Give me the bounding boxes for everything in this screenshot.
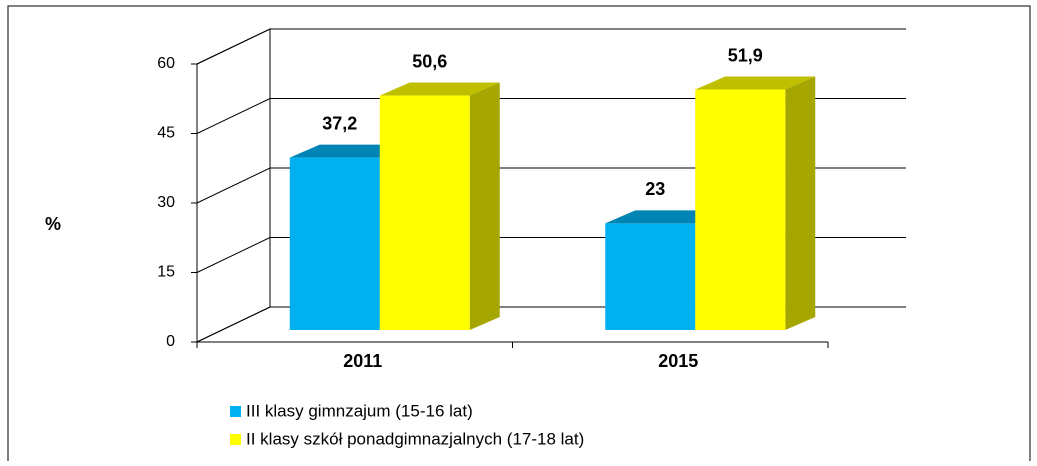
- legend-label: III klasy gimnzajum (15-16 lat): [246, 401, 473, 420]
- y-tick-label: 15: [157, 264, 175, 281]
- data-label: 50,6: [412, 51, 447, 71]
- grid-line: [196, 98, 906, 134]
- y-tick-label: 45: [157, 125, 175, 142]
- x-tick-label: 2015: [658, 351, 698, 371]
- bar-side: [785, 76, 816, 330]
- data-label: 51,9: [728, 45, 763, 65]
- grid-line: [196, 28, 906, 65]
- legend-label: II klasy szkół ponadgimnazjalnych (17-18…: [246, 429, 584, 448]
- bar-top: [379, 82, 500, 96]
- bar: [289, 157, 380, 330]
- bar-side: [469, 82, 500, 330]
- y-axis-label: %: [45, 214, 61, 234]
- data-label: 37,2: [322, 113, 357, 133]
- y-tick-label: 30: [157, 194, 175, 211]
- bar-top: [695, 76, 816, 90]
- y-tick-label: 60: [157, 55, 175, 72]
- grid-line: [196, 167, 906, 204]
- y-tick-label: 0: [166, 333, 175, 350]
- bar: [605, 223, 696, 330]
- x-tick-label: 2011: [343, 351, 382, 371]
- legend-swatch: [230, 434, 241, 445]
- bar: [379, 95, 470, 330]
- chart-border: [7, 5, 1031, 466]
- data-label: 23: [645, 179, 665, 199]
- bar: [695, 89, 786, 330]
- legend-swatch: [230, 406, 241, 417]
